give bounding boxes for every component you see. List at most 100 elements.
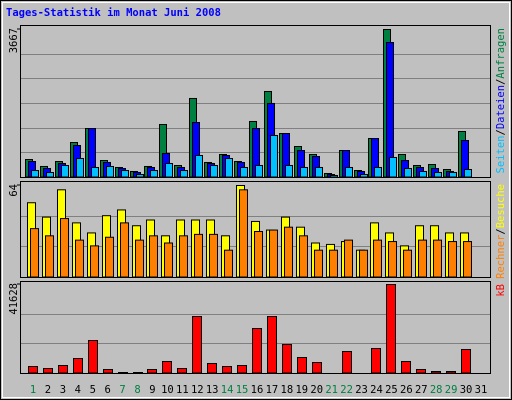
chart-title: Tages-Statistik im Monat Juni 2008 — [6, 7, 221, 19]
x-tick-label: 9 — [149, 384, 155, 396]
legend: kB — [495, 284, 507, 297]
bar — [177, 368, 187, 374]
x-tick-label: 1 — [30, 384, 36, 396]
x-tick-label: 5 — [90, 384, 96, 396]
bar — [433, 239, 442, 278]
legend-separator: / — [495, 129, 507, 135]
bar — [449, 171, 457, 178]
x-tick-label: 13 — [206, 384, 219, 396]
bar — [284, 226, 293, 278]
x-tick-label: 10 — [161, 384, 174, 396]
bar — [28, 366, 38, 374]
x-tick-label: 22 — [340, 384, 353, 396]
bar — [75, 239, 84, 278]
bar — [388, 241, 397, 278]
bar — [386, 284, 396, 374]
x-tick-label: 30 — [460, 384, 473, 396]
bar — [210, 165, 218, 178]
bar — [448, 241, 457, 278]
bar — [179, 235, 188, 278]
x-tick-label: 19 — [295, 384, 308, 396]
x-tick-label: 25 — [385, 384, 398, 396]
bar — [330, 174, 338, 178]
bar — [386, 41, 394, 178]
bar — [239, 189, 248, 278]
bar — [91, 166, 99, 178]
x-tick-label: 28 — [430, 384, 443, 396]
bar — [404, 167, 412, 178]
bar — [434, 171, 442, 178]
legend: Rechner/Besuche — [495, 184, 507, 279]
x-tick-label: 16 — [251, 384, 264, 396]
bar — [61, 165, 69, 178]
bar — [300, 166, 308, 178]
x-tick-label: 6 — [105, 384, 111, 396]
legend-separator: / — [495, 228, 507, 234]
x-tick-label: 7 — [119, 384, 125, 396]
legend-entry: Seiten — [495, 136, 507, 174]
bar — [118, 371, 128, 374]
x-tick-label: 12 — [191, 384, 204, 396]
bar — [416, 368, 426, 374]
bar — [254, 231, 263, 278]
bar — [135, 239, 144, 278]
y-tick-label: 3667 — [8, 28, 20, 53]
x-tick-label: 8 — [134, 384, 140, 396]
legend-entry: Rechner — [495, 235, 507, 279]
bar — [285, 165, 293, 178]
bar — [121, 170, 129, 178]
x-tick-label: 15 — [236, 384, 249, 396]
bar — [312, 362, 322, 374]
x-tick-label: 14 — [221, 384, 234, 396]
bar — [373, 239, 382, 278]
x-tick-label: 27 — [415, 384, 428, 396]
bar — [133, 371, 143, 374]
x-tick-label: 20 — [310, 384, 323, 396]
bar — [149, 235, 158, 278]
bar — [180, 170, 188, 178]
bar — [58, 364, 68, 374]
bar — [45, 235, 54, 278]
legend-entry: kB — [495, 284, 507, 297]
bar — [106, 165, 114, 178]
x-tick-label: 26 — [400, 384, 413, 396]
bar — [401, 361, 411, 374]
bar — [299, 235, 308, 278]
x-tick-label: 11 — [176, 384, 189, 396]
x-tick-label: 17 — [266, 384, 279, 396]
bar — [209, 233, 218, 278]
x-tick-label: 23 — [355, 384, 368, 396]
bar — [418, 239, 427, 278]
legend-entry: Anfragen — [495, 28, 507, 79]
bar — [446, 371, 456, 374]
x-tick-label: 24 — [370, 384, 383, 396]
legend-entry: Dateien — [495, 85, 507, 129]
bar — [150, 170, 158, 178]
bar — [207, 363, 217, 374]
bar — [342, 351, 352, 374]
bar — [30, 228, 39, 278]
bar — [147, 368, 157, 374]
bar — [403, 249, 412, 278]
bar — [252, 328, 262, 374]
bar — [195, 155, 203, 178]
bar — [389, 156, 397, 178]
bar — [90, 245, 99, 278]
bar — [269, 229, 278, 278]
bar — [255, 165, 263, 178]
bar — [240, 166, 248, 178]
bar — [224, 249, 233, 278]
x-tick-label: 21 — [325, 384, 338, 396]
bar — [419, 170, 427, 178]
legend: Seiten/Dateien/Anfragen — [495, 28, 507, 173]
bar — [225, 157, 233, 178]
bar — [461, 349, 471, 374]
x-tick-label: 29 — [445, 384, 458, 396]
bar — [73, 358, 83, 374]
bar — [464, 169, 472, 178]
x-tick-label: 4 — [75, 384, 81, 396]
bar — [371, 348, 381, 374]
bar — [103, 368, 113, 374]
bar — [120, 222, 129, 278]
